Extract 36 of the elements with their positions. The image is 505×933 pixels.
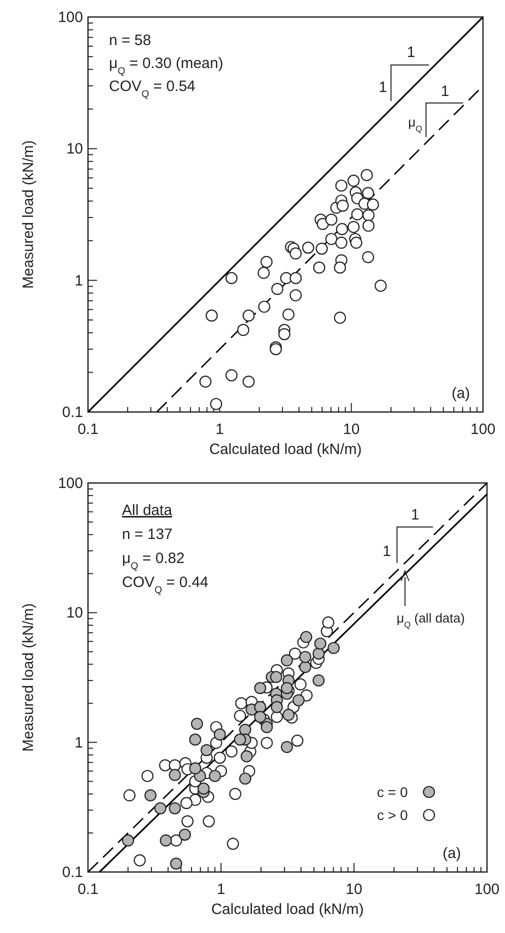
y-tick-label: 0.1 [62,864,83,881]
x-axis-title: Calculated load (kN/m) [211,901,364,918]
y-tick-label: 100 [58,475,83,492]
annotation: COV$_{Q}$ = 0.44 [122,574,208,596]
y-tick-label: 10 [66,604,83,622]
annotation: (a) [452,385,470,402]
y-tick-label: 0.1 [62,404,83,421]
y-tick-label: 1 [74,734,83,752]
annotation: μ$_{Q}$ (all data) [396,610,465,630]
annotation: μ$_{Q}$ [408,114,423,134]
x-tick-label: 10 [346,881,362,898]
annotation: μ$_{Q}$ = 0.82 [122,550,185,572]
x-axis-title: Calculated load (kN/m) [209,441,362,458]
x-tick-label: 100 [474,881,500,898]
x-tick-label: 1 [216,881,226,898]
annotation: n = 58 [109,32,152,49]
annotation: 1 [440,83,450,100]
y-axis-title: Measured load (kN/m) [20,140,37,289]
legend-label: c > 0 [377,807,408,823]
annotation: μ$_{Q}$ = 0.30 (mean) [109,55,224,76]
x-tick-label: 10 [342,421,360,438]
annotation: n = 137 [122,526,172,543]
legend-label: c = 0 [377,784,408,800]
x-tick-label: 1 [215,421,224,438]
annotation: 1 [378,79,388,96]
y-tick-label: 10 [66,140,83,158]
annotation: 1 [410,506,420,524]
y-tick-label: 100 [58,9,83,26]
x-tick-label: 100 [470,421,496,438]
annotation: (a) [442,845,461,862]
annotation: 1 [406,44,416,61]
y-tick-label: 1 [74,272,83,290]
annotation: 1 [382,542,392,560]
y-axis-title: Measured load (kN/m) [20,603,37,752]
annotation: COV$_{Q}$ = 0.54 [109,78,196,100]
annotation: All data [122,502,173,519]
